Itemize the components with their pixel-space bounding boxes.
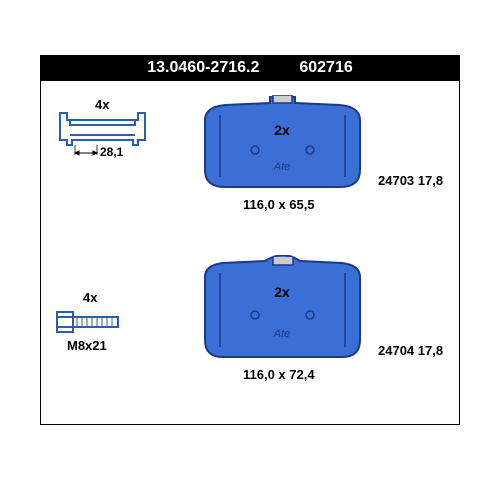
part-number: 13.0460-2716.2	[147, 59, 259, 77]
bolt-qty-label: 4x	[83, 290, 97, 305]
pad-top-dim-label: 116,0 x 65,5	[243, 197, 315, 212]
pad-top-ref-label: 24703 17,8	[378, 173, 443, 188]
bolt-size-label: M8x21	[67, 338, 107, 353]
clip-dim-label: 28,1	[100, 145, 123, 159]
header-bar: 13.0460-2716.2 602716	[40, 55, 460, 81]
pad-bottom-dim-label: 116,0 x 72,4	[243, 367, 315, 382]
brake-pad-bottom: 2x Ate	[195, 255, 370, 365]
product-code: 602716	[299, 59, 352, 77]
brake-pad-top: 2x Ate	[195, 95, 370, 195]
pad-bottom-ref-label: 24704 17,8	[378, 343, 443, 358]
clip-qty-label: 4x	[95, 97, 109, 112]
svg-text:Ate: Ate	[273, 328, 291, 340]
pad-bottom-qty-text: 2x	[274, 284, 290, 300]
svg-text:Ate: Ate	[273, 161, 291, 173]
bolt-drawing	[55, 308, 125, 336]
pad-bottom-drawing: 2x Ate	[195, 255, 370, 365]
bolt-component	[55, 308, 125, 336]
pad-top-drawing: 2x Ate	[195, 95, 370, 195]
pad-top-qty-text: 2x	[274, 122, 290, 138]
